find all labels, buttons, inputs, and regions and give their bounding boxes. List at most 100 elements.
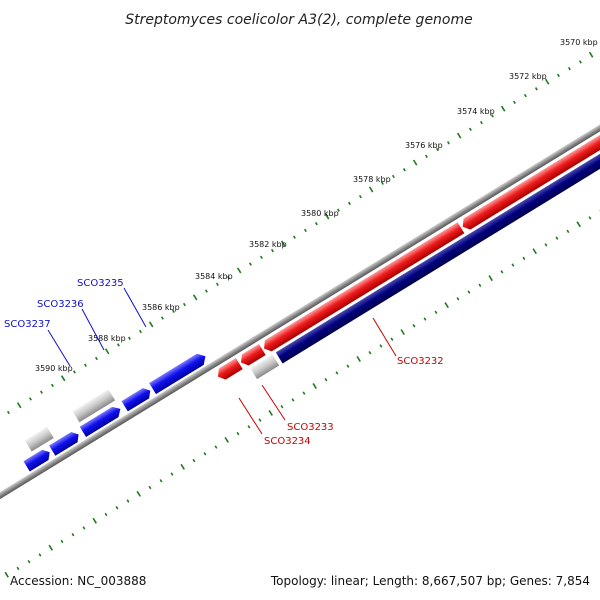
- gene-sco3232[interactable]: [459, 73, 600, 232]
- upper-tick: [303, 228, 307, 233]
- upper-tick: [39, 390, 43, 394]
- lower-tick: [115, 506, 119, 510]
- lower-tick: [412, 324, 416, 328]
- scale-label: 3580 kbp: [301, 209, 339, 218]
- lower-tick: [576, 221, 581, 228]
- lower-tick: [390, 337, 394, 341]
- lower-tick: [71, 533, 75, 537]
- pseudogene-1[interactable]: [72, 389, 116, 423]
- upper-tick: [500, 105, 506, 112]
- lower-tick: [60, 539, 64, 544]
- lower-tick: [38, 553, 42, 557]
- scale-label: 3586 kbp: [142, 303, 180, 312]
- lower-tick: [456, 297, 460, 301]
- label-sco3235[interactable]: SCO3235: [77, 278, 124, 289]
- pseudogene-2[interactable]: [24, 426, 54, 452]
- leader-sco3235: [123, 287, 147, 328]
- upper-tick: [479, 120, 483, 125]
- leader-sco3232: [372, 317, 397, 357]
- scale-label: 3578 kbp: [353, 175, 391, 184]
- upper-tick: [16, 402, 22, 409]
- gene-blue-5[interactable]: [23, 447, 52, 472]
- leader-sco3237: [47, 329, 71, 367]
- upper-tick: [226, 275, 230, 280]
- lower-tick: [104, 512, 108, 517]
- upper-tick: [358, 195, 362, 199]
- pseudogene-lower[interactable]: [250, 354, 280, 380]
- scale-label: 3574 kbp: [457, 107, 495, 116]
- upper-tick: [248, 262, 252, 266]
- upper-tick: [60, 375, 66, 382]
- gene-navy-long[interactable]: [275, 86, 600, 364]
- lower-tick: [170, 472, 174, 476]
- lower-tick: [16, 566, 20, 571]
- upper-tick: [236, 267, 242, 274]
- upper-tick: [6, 410, 10, 415]
- upper-tick: [446, 141, 450, 145]
- lower-tick: [159, 479, 163, 483]
- accession-label: Accession: NC_003888: [10, 574, 147, 588]
- gene-blue-4[interactable]: [49, 429, 82, 456]
- lower-gene-track[interactable]: [215, 73, 600, 396]
- label-sco3237[interactable]: SCO3237: [4, 319, 51, 330]
- lower-tick: [555, 236, 559, 240]
- lower-tick: [280, 404, 284, 409]
- lower-tick: [522, 256, 526, 261]
- upper-tick: [534, 87, 538, 91]
- lower-tick: [478, 283, 482, 288]
- map-title: Streptomyces coelicolor A3(2), complete …: [125, 12, 473, 28]
- upper-tick: [412, 159, 418, 166]
- lower-tick: [312, 383, 317, 389]
- upper-tick: [215, 282, 219, 287]
- upper-tick: [368, 186, 374, 193]
- lower-tick: [356, 356, 361, 363]
- lower-tick: [192, 458, 196, 463]
- gene-sco3233[interactable]: [215, 358, 243, 382]
- upper-tick: [336, 208, 340, 212]
- upper-tick: [72, 370, 76, 374]
- gene-sco3235[interactable]: [149, 351, 209, 395]
- scale-label: 3590 kbp: [35, 364, 73, 373]
- label-sco3233[interactable]: SCO3233: [287, 422, 334, 433]
- upper-tick: [391, 174, 395, 179]
- lower-tick: [400, 329, 405, 336]
- upper-tick: [104, 348, 110, 355]
- upper-tick: [556, 73, 560, 78]
- upper-tick: [314, 221, 318, 226]
- lower-tick: [148, 485, 152, 490]
- lower-tick: [92, 517, 97, 524]
- scale-label: 3582 kbp: [249, 240, 287, 249]
- upper-tick: [523, 93, 527, 98]
- upper-tick: [148, 321, 154, 328]
- gene-red-long[interactable]: [261, 222, 465, 354]
- leader-sco3236: [81, 308, 105, 351]
- upper-gene-track[interactable]: [15, 337, 209, 472]
- scale-label: 3576 kbp: [405, 141, 443, 150]
- lower-tick: [82, 526, 86, 530]
- scale-label: 3584 kbp: [195, 272, 233, 281]
- lower-tick: [224, 436, 229, 443]
- upper-tick: [171, 309, 175, 313]
- label-sco3236[interactable]: SCO3236: [37, 299, 84, 310]
- gene-sco3237[interactable]: [79, 404, 124, 437]
- upper-tick: [116, 343, 120, 347]
- upper-tick: [83, 363, 87, 367]
- lower-tick: [346, 364, 350, 368]
- upper-tick: [544, 78, 550, 85]
- label-sco3232[interactable]: SCO3232: [397, 356, 444, 367]
- gene-sco3234[interactable]: [238, 343, 266, 368]
- gene-sco3236[interactable]: [121, 385, 154, 412]
- label-sco3234[interactable]: SCO3234: [264, 436, 311, 447]
- upper-tick: [588, 51, 594, 58]
- lower-tick: [324, 377, 328, 382]
- upper-tick: [435, 147, 439, 152]
- upper-tick: [380, 181, 384, 185]
- upper-tick: [280, 240, 286, 247]
- upper-tick: [270, 248, 274, 253]
- upper-tick: [182, 302, 186, 307]
- lower-tick: [48, 544, 53, 551]
- upper-tick: [567, 66, 571, 71]
- upper-tick: [347, 201, 351, 206]
